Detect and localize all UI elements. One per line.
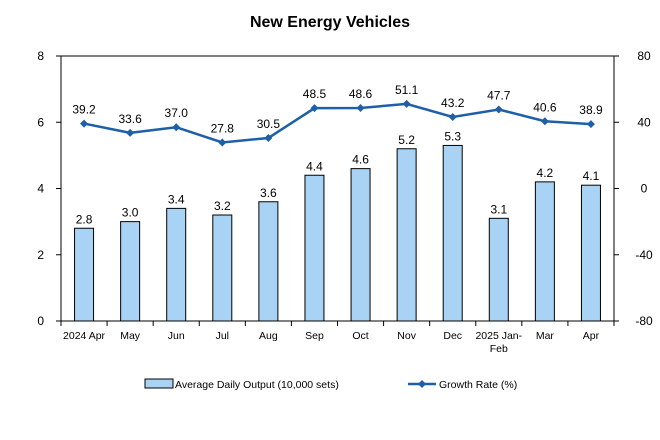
- line-point: [80, 119, 89, 128]
- bar: [304, 174, 325, 322]
- x-tick-label: Aug: [259, 330, 278, 342]
- x-tick-label: Sep: [305, 330, 324, 342]
- line-data-label: 48.6: [349, 87, 373, 101]
- y-left-tick-label: 6: [37, 115, 44, 129]
- bar-data-label: 3.6: [260, 186, 277, 200]
- line-data-label: 30.5: [257, 117, 281, 131]
- line-point: [494, 105, 503, 114]
- line-point: [540, 117, 549, 126]
- line-point: [172, 123, 181, 132]
- bar-data-label: 3.2: [214, 199, 231, 213]
- bar-data-label: 3.1: [490, 202, 507, 216]
- bar: [74, 227, 95, 322]
- x-tick-label: Jul: [216, 330, 229, 342]
- line-point: [126, 128, 135, 137]
- y-right-tick-label: 0: [641, 182, 648, 196]
- x-tick-label: May: [120, 330, 141, 342]
- y-right-tick-label: 80: [637, 49, 651, 63]
- bar: [534, 181, 555, 322]
- line-data-label: 37.0: [165, 106, 189, 120]
- line-data-label: 43.2: [441, 96, 465, 110]
- line-point: [264, 133, 273, 142]
- bar-data-label: 5.3: [444, 129, 461, 143]
- plot-area-border: [60, 55, 615, 322]
- legend-bar-swatch: [144, 378, 174, 389]
- x-tick-label: Jun: [168, 330, 185, 342]
- bar-data-label: 4.6: [352, 153, 369, 167]
- bar-data-label: 4.1: [583, 169, 600, 183]
- x-tick-label: 2024 Apr: [63, 330, 106, 342]
- y-left-tick-label: 2: [37, 248, 44, 262]
- bar-data-label: 4.2: [537, 166, 554, 180]
- growth-rate-line: [83, 102, 592, 144]
- line-data-label: 51.1: [395, 83, 419, 97]
- bar-data-label: 4.4: [306, 159, 323, 173]
- bar-data-label: 5.2: [398, 133, 415, 147]
- bar: [166, 207, 187, 322]
- bar: [580, 184, 601, 322]
- line-point: [586, 120, 595, 129]
- y-left-tick-label: 0: [37, 314, 44, 328]
- legend-line-marker: [418, 380, 426, 388]
- line-data-label: 33.6: [118, 112, 142, 126]
- y-left-tick-label: 4: [37, 182, 44, 196]
- line-data-label: 27.8: [211, 121, 235, 135]
- legend-line-label: Growth Rate (%): [439, 379, 517, 391]
- bar: [488, 217, 509, 322]
- line-data-label: 38.9: [579, 103, 603, 117]
- bar: [396, 148, 417, 322]
- line-point: [310, 104, 319, 113]
- bar-data-label: 2.8: [76, 212, 93, 226]
- y-right-tick-label: 40: [637, 115, 651, 129]
- chart-title: New Energy Vehicles: [249, 14, 411, 31]
- x-tick-label: Dec: [443, 330, 462, 342]
- bar: [442, 144, 463, 322]
- x-tick-label: Oct: [352, 330, 368, 342]
- bar: [258, 201, 279, 322]
- bar: [120, 221, 141, 322]
- y-left-tick-label: 8: [37, 49, 44, 63]
- bar: [212, 214, 233, 322]
- x-tick-label: Mar: [536, 330, 555, 342]
- line-data-label: 39.2: [72, 103, 96, 117]
- line-point: [402, 99, 411, 108]
- line-data-label: 48.5: [303, 87, 327, 101]
- bar-data-label: 3.4: [168, 192, 185, 206]
- x-tick-label: 2025 Jan-Feb: [475, 330, 522, 355]
- legend-bar-label: Average Daily Output (10,000 sets): [175, 379, 339, 391]
- line-data-label: 47.7: [487, 88, 511, 102]
- x-tick-label: Nov: [397, 330, 416, 342]
- line-data-label: 40.6: [533, 100, 557, 114]
- line-point: [448, 112, 457, 121]
- y-right-tick-label: -80: [635, 314, 653, 328]
- y-right-tick-label: -40: [635, 248, 653, 262]
- line-point: [218, 138, 227, 147]
- x-tick-label: Apr: [583, 330, 600, 342]
- bar-data-label: 3.0: [122, 206, 139, 220]
- bar: [350, 168, 371, 322]
- line-point: [356, 104, 365, 113]
